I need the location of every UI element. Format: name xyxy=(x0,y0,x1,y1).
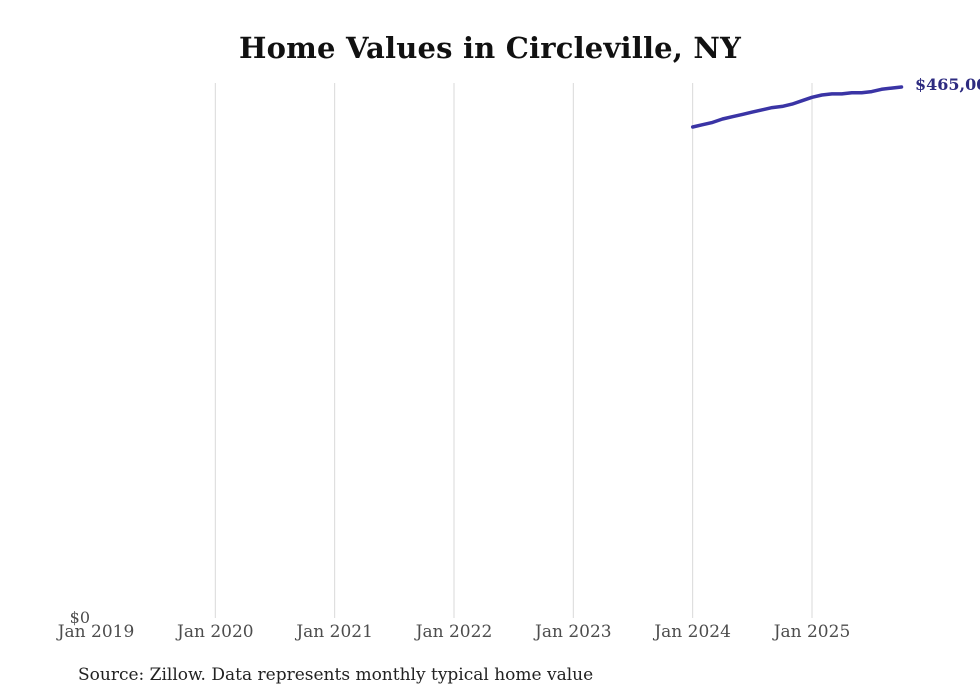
x-axis-label: Jan 2021 xyxy=(296,622,373,642)
source-note: Source: Zillow. Data represents monthly … xyxy=(78,665,594,685)
x-axis-label: Jan 2020 xyxy=(177,622,254,642)
x-axis-label: Jan 2024 xyxy=(654,622,731,642)
y-axis-zero-label: $0 xyxy=(69,608,90,627)
x-axis-label: Jan 2025 xyxy=(773,622,851,642)
x-axis-label: Jan 2019 xyxy=(57,622,135,642)
line-end-value-label: $465,000 xyxy=(915,75,980,94)
x-axis-label: Jan 2023 xyxy=(535,622,612,642)
x-axis-label: Jan 2022 xyxy=(415,622,493,642)
chart-title: Home Values in Circleville, NY xyxy=(238,31,742,65)
home-value-line xyxy=(690,85,904,129)
